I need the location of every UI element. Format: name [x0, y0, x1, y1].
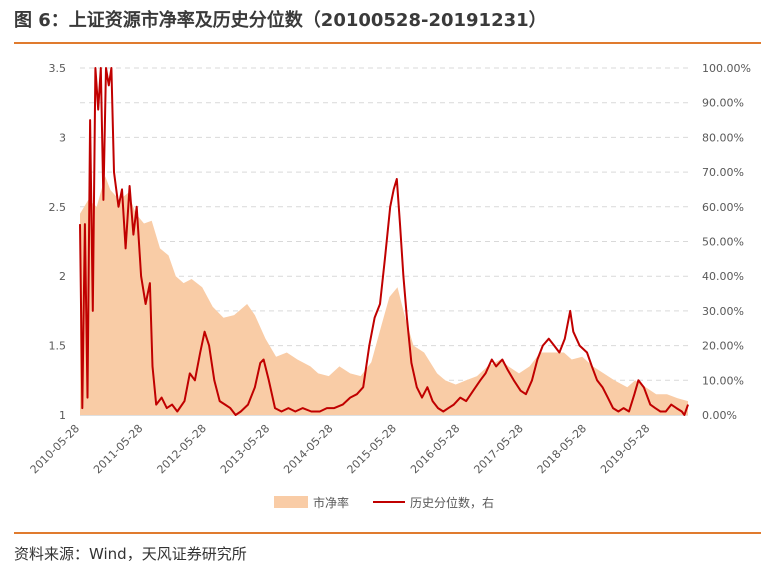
x-tick-label: 2012-05-28	[155, 422, 209, 476]
left-tick-label: 3.5	[49, 62, 67, 75]
x-tick-label: 2013-05-28	[218, 422, 272, 476]
right-tick-label: 0.00%	[702, 409, 737, 422]
right-tick-label: 60.00%	[702, 201, 744, 214]
right-tick-label: 30.00%	[702, 305, 744, 318]
x-axis-ticks: 2010-05-28 2011-05-28 2012-05-28 2013-05-28…	[28, 422, 653, 476]
left-tick-label: 2	[59, 270, 66, 283]
right-tick-label: 70.00%	[702, 166, 744, 179]
pb-area-layer	[80, 176, 688, 415]
x-tick-label: 2011-05-28	[91, 422, 145, 476]
right-tick-label: 40.00%	[702, 270, 744, 283]
source-divider	[14, 532, 761, 534]
right-tick-label: 10.00%	[702, 374, 744, 387]
legend-label-pb: 市净率	[313, 495, 349, 510]
pb-area	[80, 176, 688, 415]
x-tick-label: 2018-05-28	[535, 422, 589, 476]
right-tick-label: 90.00%	[702, 97, 744, 110]
x-tick-label: 2016-05-28	[408, 422, 462, 476]
source-note: 资料来源：Wind，天风证券研究所	[14, 545, 247, 563]
left-tick-label: 2.5	[49, 201, 67, 214]
percentile-line-layer	[79, 67, 689, 416]
right-tick-label: 20.00%	[702, 340, 744, 353]
x-tick-label: 2014-05-28	[281, 422, 335, 476]
left-tick-label: 1.5	[49, 340, 67, 353]
chart-title: 图 6：上证资源市净率及历史分位数（20100528-20191231）	[14, 10, 547, 31]
legend: 市净率 历史分位数，右	[274, 495, 494, 510]
left-axis-ticks: 1 1.5 2 2.5 3 3.5	[49, 62, 67, 422]
x-tick-label: 2010-05-28	[28, 422, 82, 476]
left-tick-label: 1	[59, 409, 66, 422]
right-axis-ticks: 0.00% 10.00% 20.00% 30.00% 40.00% 50.00% 60.00…	[702, 62, 751, 422]
left-tick-label: 3	[59, 131, 66, 144]
right-tick-label: 50.00%	[702, 236, 744, 249]
x-tick-label: 2015-05-28	[345, 422, 399, 476]
right-tick-label: 80.00%	[702, 131, 744, 144]
right-tick-label: 100.00%	[702, 62, 751, 75]
percentile-line	[79, 67, 689, 416]
legend-swatch-pb	[274, 496, 308, 508]
legend-label-percentile: 历史分位数，右	[410, 495, 494, 510]
x-tick-label: 2019-05-28	[598, 422, 652, 476]
title-divider	[14, 42, 761, 44]
x-tick-label: 2017-05-28	[471, 422, 525, 476]
